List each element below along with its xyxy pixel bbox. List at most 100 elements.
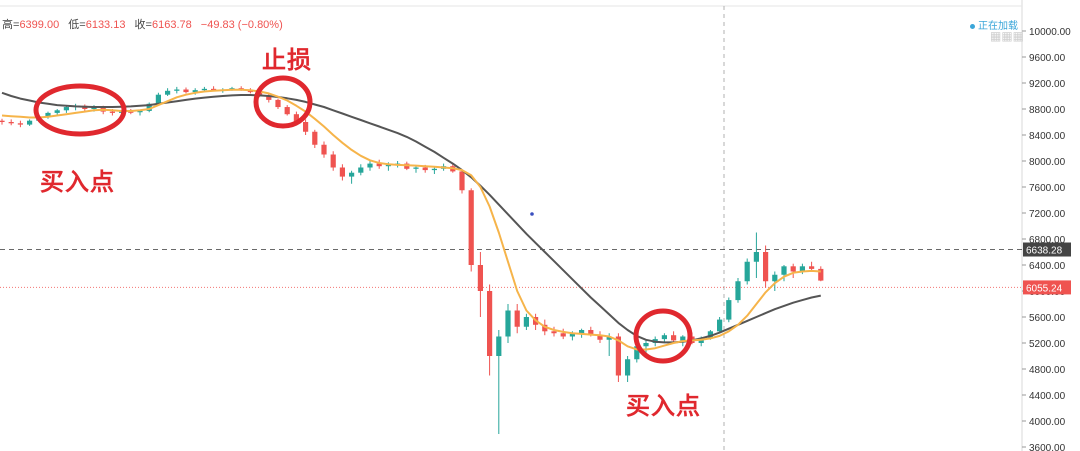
- y-tick-label: 7200.00: [1029, 209, 1066, 220]
- y-tick-label: 5200.00: [1029, 339, 1066, 350]
- candle-body: [459, 171, 465, 191]
- candle-body: [477, 265, 483, 291]
- y-tick-label: 7600.00: [1029, 183, 1066, 194]
- candle-body: [146, 103, 152, 111]
- candle-body: [799, 266, 805, 272]
- candle-body: [201, 88, 207, 91]
- y-tick-label: 4400.00: [1029, 391, 1066, 402]
- low-label: 低=: [68, 19, 86, 31]
- candle-body: [63, 107, 69, 111]
- y-tick-label: 5600.00: [1029, 313, 1066, 324]
- candle-body: [763, 252, 769, 282]
- y-tick-label: 8000.00: [1029, 157, 1066, 168]
- price-line-label: 6055.24: [1026, 283, 1063, 294]
- annotation-buy-point-2: 买入点: [626, 393, 701, 420]
- candle-body: [431, 168, 437, 171]
- candle-body: [643, 343, 649, 347]
- price-line-tag: [1023, 242, 1071, 257]
- candle-body: [385, 164, 391, 167]
- ohlc-readout: 高=6399.00 低=6133.13 收=6163.78 −49.83 (−0…: [2, 16, 289, 32]
- candle-body: [597, 335, 603, 340]
- candle-body: [505, 310, 511, 337]
- candle-body: [165, 90, 171, 95]
- candle-body: [45, 112, 51, 117]
- watermark-icon: ▦▦▦: [990, 29, 1024, 43]
- candle-body: [293, 114, 299, 122]
- candle-body: [818, 268, 824, 281]
- candle-body: [192, 90, 198, 93]
- candle-body: [661, 335, 667, 340]
- marker-ellipse-stop: [253, 75, 313, 129]
- y-tick-label: 8400.00: [1029, 131, 1066, 142]
- candle-body: [358, 167, 364, 173]
- y-tick-label: 4000.00: [1029, 417, 1066, 428]
- y-tick-label: 9600.00: [1029, 53, 1066, 64]
- candle-body: [284, 107, 290, 115]
- candle-body: [367, 163, 373, 168]
- price-line-tag: [1023, 280, 1071, 295]
- low-value: 6133.13: [85, 19, 126, 31]
- status-dot-icon: [970, 23, 975, 29]
- candle-body: [155, 94, 161, 104]
- stray-dot: [530, 212, 534, 216]
- candle-body: [551, 331, 557, 334]
- candle-body: [790, 266, 796, 272]
- candle-body: [8, 122, 14, 124]
- candle-body: [303, 122, 309, 132]
- candle-body: [542, 324, 548, 332]
- candle-body: [91, 107, 97, 109]
- candle-body: [606, 336, 612, 340]
- candle-body: [413, 167, 419, 169]
- candle-body: [680, 336, 686, 341]
- candle-body: [523, 317, 529, 327]
- high-value: 6399.00: [19, 19, 60, 31]
- candle-body: [183, 89, 189, 93]
- status-text: 正在加载: [978, 21, 1018, 32]
- candle-body: [569, 333, 575, 337]
- marker-ellipse-buy-1: [33, 83, 127, 137]
- annotation-buy-point-1: 买入点: [40, 169, 115, 196]
- candle-body: [579, 330, 585, 334]
- candle-body: [753, 252, 759, 262]
- candle-body: [376, 163, 382, 167]
- y-tick-label: 4800.00: [1029, 365, 1066, 376]
- y-tick-label: 6400.00: [1029, 261, 1066, 272]
- y-tick-label: 10000.00: [1029, 27, 1071, 38]
- candle-body: [634, 346, 640, 360]
- close-label: 收=: [134, 19, 152, 31]
- candle-body: [349, 172, 355, 177]
- candle-body: [671, 335, 677, 341]
- price-line-label: 6638.28: [1026, 246, 1063, 257]
- close-value: 6163.78: [151, 19, 192, 31]
- candle-body: [321, 144, 327, 155]
- candle-body: [717, 319, 723, 332]
- candle-body: [772, 274, 778, 282]
- candle-body: [17, 123, 23, 125]
- candle-body: [27, 120, 33, 125]
- candle-body: [422, 167, 428, 171]
- candle-body: [625, 359, 631, 376]
- candle-body: [266, 96, 272, 100]
- candle-body: [174, 89, 180, 91]
- candle-body: [468, 190, 474, 265]
- candle-body: [109, 111, 115, 113]
- y-tick-label: 3600.00: [1029, 443, 1066, 451]
- ma-fast-line: [1, 88, 821, 351]
- candle-body: [54, 110, 60, 113]
- candle-body: [726, 300, 732, 320]
- candle-body: [339, 167, 345, 177]
- candle-body: [707, 331, 713, 338]
- candle-body: [496, 336, 502, 356]
- candle-body: [0, 120, 5, 122]
- candle-body: [560, 333, 566, 337]
- marker-ellipse-buy-2: [633, 308, 693, 364]
- candle-body: [330, 154, 336, 168]
- candle-body: [312, 131, 318, 145]
- candle-body: [137, 110, 143, 113]
- annotation-stop-loss: 止损: [262, 47, 312, 74]
- y-tick-label: 9200.00: [1029, 79, 1066, 90]
- candle-body: [128, 111, 134, 113]
- candle-body: [809, 266, 815, 269]
- candle-body: [588, 330, 594, 336]
